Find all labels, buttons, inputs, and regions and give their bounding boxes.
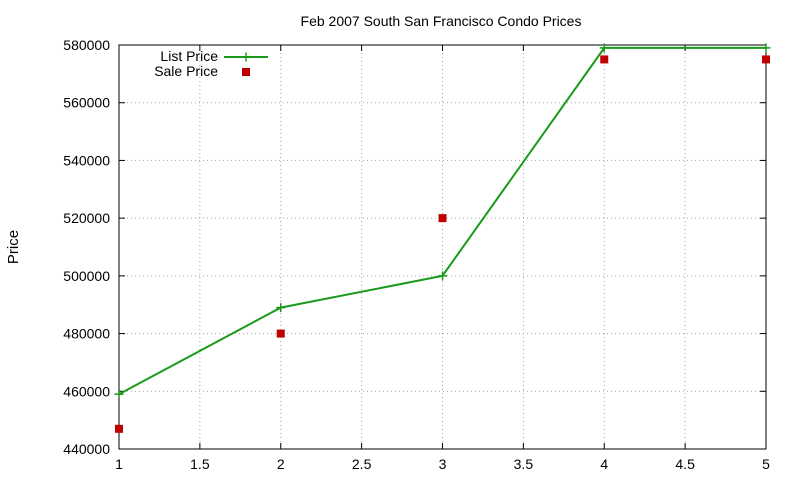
y-tick-label: 460000 [63,383,110,399]
sale-price-point [600,55,609,64]
legend-label-list-price: List Price [160,48,218,64]
x-tick-labels: 1 1.5 2 2.5 3 3.5 4 4.5 5 [115,456,770,472]
series-sale-price [115,55,770,433]
x-tick-label: 3.5 [514,456,534,472]
x-tick-label: 5 [762,456,770,472]
grid-lines [119,45,766,449]
y-tick-label: 500000 [63,268,110,284]
x-tick-label: 1 [115,456,123,472]
sale-price-point [762,55,770,64]
y-tick-label: 520000 [63,210,110,226]
x-tick-label: 4.5 [675,456,695,472]
list-price-point [276,303,286,313]
sale-price-point [438,214,447,223]
legend-swatch-list-price [224,52,268,62]
x-tick-label: 1.5 [190,456,210,472]
x-tick-label: 2.5 [352,456,372,472]
series [114,43,771,433]
y-tick-label: 480000 [63,326,110,342]
list-price-point [114,389,124,399]
chart-title: Feb 2007 South San Francisco Condo Price… [301,13,582,29]
legend-swatch-sale-price [242,68,250,76]
y-tick-label: 560000 [63,95,110,111]
sale-price-point [276,329,285,338]
list-price-point [761,43,771,53]
list-price-point [599,43,609,53]
y-tick-labels: 440000 460000 480000 500000 520000 540000 5600… [63,37,110,457]
y-axis-label: Price [5,230,22,264]
x-tick-label: 2 [277,456,285,472]
sale-price-point [115,424,123,433]
y-tick-label: 580000 [63,37,110,53]
legend-marker [242,68,250,76]
x-tick-label: 4 [600,456,608,472]
y-tick-label: 540000 [63,152,110,168]
series-list-price [114,43,771,399]
list-price-point [438,271,447,281]
legend: List Price Sale Price [154,48,268,79]
x-tick-label: 3 [439,456,447,472]
y-tick-label: 440000 [63,441,110,457]
legend-marker [241,52,251,62]
legend-label-sale-price: Sale Price [154,63,218,79]
